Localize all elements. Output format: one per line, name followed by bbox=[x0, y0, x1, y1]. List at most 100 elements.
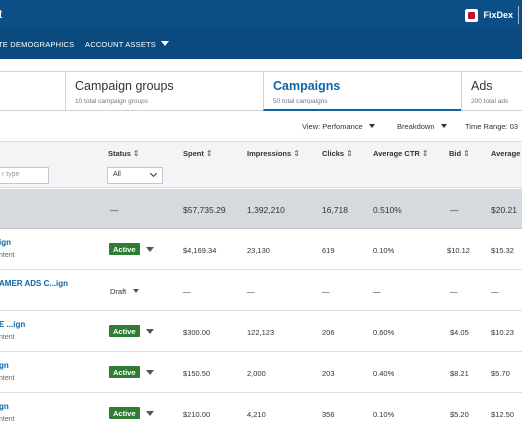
view-label: View: Perfomance bbox=[302, 122, 363, 131]
column-label: Average CTR bbox=[373, 149, 420, 158]
table-row: ign ntent Active $4,169.34 23,130 619 0.… bbox=[0, 229, 522, 270]
cell-average: $5.70 bbox=[491, 369, 510, 378]
status-filter-value: All bbox=[113, 171, 121, 178]
cell-clicks: 203 bbox=[322, 369, 335, 378]
sort-icon: ⇕ bbox=[421, 149, 429, 158]
total-ctr: 0.510% bbox=[373, 205, 402, 215]
cell-impressions: 122,123 bbox=[247, 328, 275, 337]
nav-item-account-assets[interactable]: ACCOUNT ASSETS bbox=[85, 40, 170, 49]
cell-ctr: 0.10% bbox=[373, 246, 395, 255]
sort-icon: ⇕ bbox=[346, 149, 353, 158]
column-clicks[interactable]: Clicks ⇕ bbox=[322, 149, 353, 158]
status-draft[interactable]: Draft bbox=[110, 287, 127, 296]
status-filter-select[interactable]: All bbox=[107, 167, 163, 184]
column-spent[interactable]: Spent ⇕ bbox=[183, 149, 213, 158]
column-bid[interactable]: Bid ⇕ bbox=[449, 149, 470, 158]
cell-clicks: 619 bbox=[322, 246, 335, 255]
top-bar: t FixDex bbox=[0, 0, 522, 30]
breakdown-dropdown[interactable]: Breakdown bbox=[397, 122, 447, 131]
caret-down-icon[interactable] bbox=[146, 329, 154, 334]
app-title-fragment: t bbox=[0, 7, 3, 21]
cell-impressions: 2,000 bbox=[247, 369, 266, 378]
campaign-type: ntent bbox=[0, 416, 15, 423]
sort-icon: ⇕ bbox=[132, 149, 140, 158]
column-average-ctr[interactable]: Average CTR ⇕ bbox=[373, 149, 429, 158]
tab-label: Campaign groups bbox=[75, 79, 174, 93]
account-brand[interactable]: FixDex bbox=[465, 0, 522, 30]
status-badge[interactable]: Active bbox=[109, 243, 140, 255]
nav-item-label: TE DEMOGRAPHICS bbox=[0, 40, 75, 49]
campaign-type: ntent bbox=[0, 375, 15, 382]
cell-average: $12.50 bbox=[491, 410, 514, 419]
total-spent: $57,735.29 bbox=[183, 205, 226, 215]
cell-bid: $8.21 bbox=[450, 369, 469, 378]
total-status: — bbox=[110, 205, 119, 215]
status-badge[interactable]: Active bbox=[109, 325, 140, 337]
column-label: Spent bbox=[183, 149, 204, 158]
tab-label: Ads bbox=[471, 79, 493, 93]
cell-spent: $300.00 bbox=[183, 328, 211, 337]
cell-bid: — bbox=[450, 287, 458, 296]
tab-campaigns[interactable]: Campaigns 50 total campaigns bbox=[263, 72, 461, 111]
campaign-type: ntent bbox=[0, 334, 15, 341]
campaign-name-link[interactable]: gn bbox=[0, 402, 9, 411]
campaign-name-link[interactable]: AMER ADS C...ign bbox=[0, 279, 69, 288]
caret-down-icon[interactable] bbox=[146, 370, 154, 375]
cell-impressions: 4,210 bbox=[247, 410, 266, 419]
caret-down-icon[interactable] bbox=[133, 289, 139, 293]
cell-spent: — bbox=[183, 287, 191, 296]
name-filter-input[interactable]: r type bbox=[0, 167, 49, 184]
column-label: Clicks bbox=[322, 149, 345, 158]
brand-logo-icon bbox=[465, 8, 479, 22]
nav-item-demographics[interactable]: TE DEMOGRAPHICS bbox=[0, 40, 74, 49]
tab-count: 200 total ads bbox=[471, 98, 509, 105]
caret-down-icon bbox=[440, 124, 447, 128]
cell-ctr: 0.60% bbox=[373, 328, 395, 337]
column-label: Average bbox=[491, 149, 521, 158]
total-bid: — bbox=[450, 205, 459, 215]
brand-name: FixDex bbox=[483, 10, 513, 20]
table-row: gn ntent Active $150.50 2,000 203 0.40% … bbox=[0, 352, 522, 393]
total-clicks: 16,718 bbox=[322, 205, 348, 215]
tab-ads[interactable]: Ads 200 total ads bbox=[461, 72, 522, 111]
column-label: Status bbox=[108, 149, 131, 158]
cell-spent: $150.50 bbox=[183, 369, 211, 378]
tab-count: 10 total campaign groups bbox=[75, 98, 148, 105]
cell-clicks: 206 bbox=[322, 328, 335, 337]
caret-down-icon bbox=[368, 124, 375, 128]
view-dropdown[interactable]: View: Perfomance bbox=[302, 122, 375, 131]
totals-row: — $57,735.29 1,392,210 16,718 0.510% — $… bbox=[0, 189, 522, 229]
time-range-dropdown[interactable]: Time Range: 03 bbox=[465, 122, 518, 131]
caret-down-icon[interactable] bbox=[146, 247, 154, 252]
time-range-label: Time Range: 03 bbox=[465, 122, 519, 131]
cell-ctr: 0.40% bbox=[373, 369, 395, 378]
column-impressions[interactable]: Impressions ⇕ bbox=[247, 149, 300, 158]
cell-bid: $5.20 bbox=[450, 410, 469, 419]
table-row: E ...ign ntent Active $300.00 122,123 20… bbox=[0, 311, 522, 352]
caret-down-icon[interactable] bbox=[146, 411, 154, 416]
campaign-name-link[interactable]: ign bbox=[0, 238, 11, 247]
status-badge[interactable]: Active bbox=[109, 407, 140, 419]
campaign-name-link[interactable]: E ...ign bbox=[0, 320, 26, 329]
cell-bid: $4.05 bbox=[450, 328, 469, 337]
cell-ctr: 0.10% bbox=[373, 410, 395, 419]
filter-row: r type All bbox=[0, 164, 522, 188]
chevron-down-icon bbox=[149, 169, 158, 178]
tab-campaign-groups[interactable]: Campaign groups 10 total campaign groups bbox=[65, 72, 263, 111]
entity-tabs: Campaign groups 10 total campaign groups… bbox=[0, 71, 522, 111]
cell-ctr: — bbox=[373, 287, 381, 296]
cell-spent: $4,169.34 bbox=[183, 246, 217, 255]
total-average: $20.21 bbox=[491, 205, 517, 215]
column-status[interactable]: Status ⇕ bbox=[108, 149, 140, 158]
table-row: AMER ADS C...ign Draft — — — — — — bbox=[0, 270, 522, 311]
column-label: Impressions bbox=[247, 149, 292, 158]
cell-impressions: — bbox=[247, 287, 255, 296]
cell-average: — bbox=[491, 287, 499, 296]
caret-down-icon bbox=[161, 41, 170, 46]
sort-icon: ⇕ bbox=[463, 149, 470, 158]
cell-average: $10.23 bbox=[491, 328, 514, 337]
status-badge[interactable]: Active bbox=[109, 366, 140, 378]
column-average[interactable]: Average bbox=[491, 149, 520, 158]
campaign-name-link[interactable]: gn bbox=[0, 361, 9, 370]
sort-icon: ⇕ bbox=[205, 149, 213, 158]
